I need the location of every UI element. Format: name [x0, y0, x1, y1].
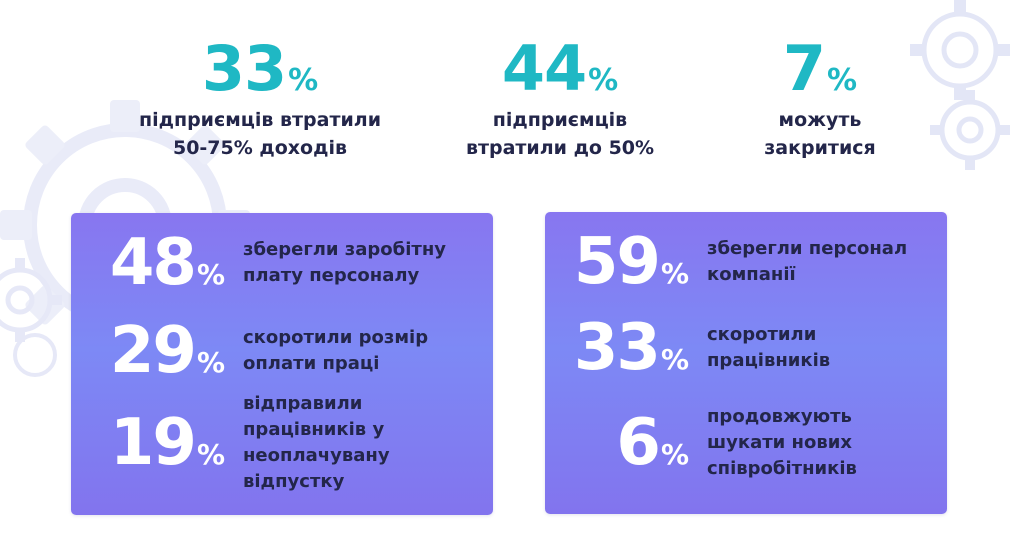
row-number: 59: [573, 225, 661, 299]
row-number: 19: [109, 406, 197, 480]
stat-label-line: можуть: [778, 109, 862, 131]
row-label-line: відпустку: [243, 471, 345, 492]
row-value: 29%: [87, 319, 225, 383]
gear-icon: [910, 0, 1010, 100]
row-label: скоротили розмір оплати праці: [243, 325, 428, 377]
row-value: 33%: [555, 316, 689, 380]
stat-label-line: підприємців: [492, 109, 628, 131]
stat-33-loss-50-75: 33% підприємців втратили 50-75% доходів: [115, 38, 405, 162]
row-label: зберегли заробітну плату персоналу: [243, 237, 446, 289]
row-label: зберегли персонал компанії: [707, 236, 907, 288]
row-label-line: скоротили: [707, 324, 817, 345]
stat-number: 7: [782, 32, 826, 105]
row-number: 33: [573, 311, 661, 385]
row-label: відправили працівників у неоплачувану ві…: [243, 391, 390, 495]
stat-44-loss-to-50: 44% підприємців втратили до 50%: [450, 38, 670, 162]
stat-percent: %: [588, 63, 619, 98]
row-number: 29: [109, 314, 197, 388]
stat-label-line: втратили до 50%: [465, 137, 655, 159]
row-label-line: продовжують: [707, 406, 852, 427]
stat-label-line: підприємців втратили: [138, 109, 382, 131]
stat-value: 33%: [202, 38, 318, 100]
stat-percent: %: [827, 63, 858, 98]
card-row: 33% скоротили працівників: [555, 316, 830, 380]
row-percent: %: [660, 257, 689, 290]
row-label-line: неоплачувану: [243, 445, 390, 466]
card-row: 29% скоротили розмір оплати праці: [87, 319, 428, 383]
gear-icon: [13, 333, 57, 377]
row-percent: %: [660, 438, 689, 471]
row-label-line: зберегли персонал: [707, 238, 908, 259]
stat-value: 7%: [783, 38, 857, 100]
card-row: 48% зберегли заробітну плату персоналу: [87, 231, 446, 295]
row-label: скоротили працівників: [707, 322, 830, 374]
card-row: 59% зберегли персонал компанії: [555, 230, 907, 294]
row-label-line: зберегли заробітну: [243, 239, 446, 260]
row-percent: %: [196, 346, 225, 379]
row-label-line: скоротили розмір: [243, 327, 429, 348]
stat-number: 44: [501, 32, 587, 105]
row-percent: %: [196, 258, 225, 291]
row-label-line: працівників: [707, 350, 831, 371]
card-staff: 59% зберегли персонал компанії 33% скоро…: [545, 212, 947, 514]
gear-icon: [930, 90, 1010, 170]
stat-label: підприємців втратили 50-75% доходів: [115, 106, 405, 162]
row-number: 6: [616, 406, 661, 480]
row-label-line: компанії: [707, 264, 796, 285]
card-salary: 48% зберегли заробітну плату персоналу 2…: [71, 213, 493, 515]
stat-label: можуть закритися: [745, 106, 895, 162]
card-row: 6% продовжують шукати нових співробітник…: [555, 404, 857, 482]
row-percent: %: [660, 343, 689, 376]
stat-label-line: закритися: [764, 137, 876, 159]
stat-number: 33: [201, 32, 287, 105]
row-value: 59%: [555, 230, 689, 294]
row-label-line: працівників у: [243, 419, 385, 440]
row-label-line: шукати нових: [707, 432, 852, 453]
row-label: продовжують шукати нових співробітників: [707, 404, 857, 482]
stat-percent: %: [288, 63, 319, 98]
card-row: 19% відправили працівників у неоплачуван…: [87, 391, 390, 495]
row-label-line: оплати праці: [243, 353, 380, 374]
gear-icon: [0, 258, 62, 342]
row-label-line: плату персоналу: [243, 265, 420, 286]
row-label-line: відправили: [243, 393, 363, 414]
row-percent: %: [196, 438, 225, 471]
stat-7-may-close: 7% можуть закритися: [745, 38, 895, 162]
stat-label-line: 50-75% доходів: [172, 137, 347, 159]
stat-label: підприємців втратили до 50%: [450, 106, 670, 162]
row-value: 6%: [555, 411, 689, 475]
row-value: 19%: [87, 411, 225, 475]
row-number: 48: [109, 226, 197, 300]
stat-value: 44%: [502, 38, 618, 100]
row-label-line: співробітників: [707, 458, 857, 479]
row-value: 48%: [87, 231, 225, 295]
